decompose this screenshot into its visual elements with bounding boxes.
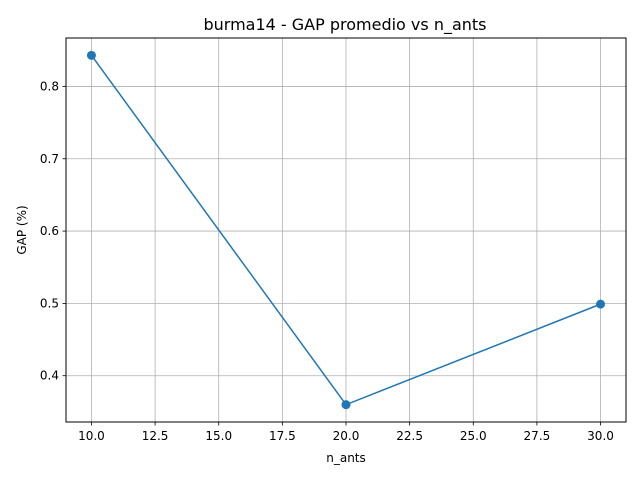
x-tick-label: 27.5 — [524, 429, 551, 443]
data-point — [596, 299, 606, 309]
x-tick-label: 30.0 — [587, 429, 614, 443]
data-point — [341, 400, 351, 410]
chart-title: burma14 - GAP promedio vs n_ants — [203, 15, 486, 35]
y-axis-label: GAP (%) — [15, 205, 29, 254]
x-axis-label: n_ants — [326, 451, 366, 465]
x-tick-label: 25.0 — [460, 429, 487, 443]
y-tick-label: 0.5 — [40, 296, 59, 310]
y-tick-label: 0.7 — [40, 152, 59, 166]
y-tick-label: 0.8 — [40, 79, 59, 93]
x-tick-label: 15.0 — [205, 429, 232, 443]
y-tick-label: 0.6 — [40, 224, 59, 238]
series — [86, 50, 606, 410]
y-tick-label: 0.4 — [40, 369, 59, 383]
x-tick-label: 20.0 — [333, 429, 360, 443]
x-tick-label: 10.0 — [78, 429, 105, 443]
plot-area — [65, 37, 627, 423]
x-tick-label: 22.5 — [396, 429, 423, 443]
data-point — [86, 50, 96, 60]
grid — [66, 38, 626, 422]
x-tick-label: 17.5 — [269, 429, 296, 443]
x-tick-label: 12.5 — [142, 429, 169, 443]
ticks: 10.0 12.5 15.0 17.5 20.0 22.5 25.0 27.5 30.0 0.4 0… — [40, 79, 614, 443]
